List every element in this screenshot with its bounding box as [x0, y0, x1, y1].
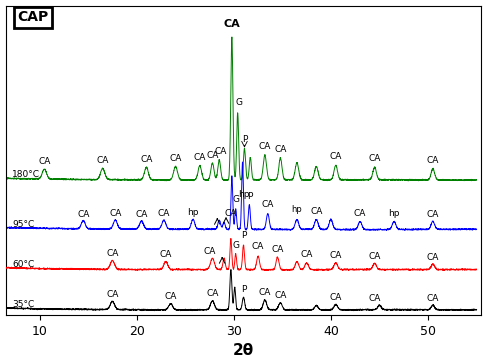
Text: G: G: [232, 241, 239, 250]
Text: CA: CA: [194, 153, 206, 162]
Text: CAP: CAP: [18, 10, 49, 24]
Text: CA: CA: [206, 151, 219, 160]
Text: CA: CA: [169, 154, 182, 163]
Text: P: P: [241, 231, 246, 240]
Text: CA: CA: [135, 210, 148, 219]
Text: CA: CA: [259, 142, 271, 151]
Text: CA: CA: [427, 210, 439, 219]
Text: CA: CA: [160, 250, 172, 259]
Text: P: P: [242, 135, 247, 144]
Text: CA: CA: [427, 294, 439, 303]
Text: G: G: [235, 98, 242, 107]
Text: CA: CA: [330, 153, 342, 162]
Text: CA: CA: [330, 252, 342, 260]
Text: hp: hp: [292, 205, 302, 214]
Text: CA: CA: [427, 156, 439, 165]
Text: CA: CA: [158, 209, 170, 218]
Text: CA: CA: [165, 292, 177, 301]
Text: CA: CA: [330, 293, 342, 302]
Text: CA: CA: [310, 207, 322, 215]
Text: CA: CA: [259, 289, 271, 297]
Text: CA: CA: [96, 156, 109, 165]
Text: CA: CA: [369, 294, 381, 303]
Text: 180°C: 180°C: [12, 170, 40, 179]
Text: P: P: [247, 192, 253, 201]
Text: CA: CA: [224, 19, 240, 29]
Text: 60°C: 60°C: [12, 260, 35, 269]
Text: G: G: [232, 194, 239, 203]
Text: CA: CA: [203, 247, 216, 256]
Text: CA: CA: [369, 252, 381, 261]
Text: CA: CA: [225, 209, 237, 218]
Text: CA: CA: [109, 209, 121, 218]
Text: CA: CA: [38, 157, 51, 166]
Text: hp: hp: [238, 190, 249, 199]
Text: CA: CA: [77, 210, 90, 219]
Text: CA: CA: [354, 209, 366, 218]
Text: CA: CA: [106, 290, 118, 299]
Text: CA: CA: [215, 147, 227, 156]
Text: CA: CA: [106, 249, 118, 258]
Text: CA: CA: [300, 250, 313, 259]
Text: CA: CA: [274, 291, 286, 300]
Text: P: P: [241, 285, 246, 294]
Text: 35°C: 35°C: [12, 300, 35, 309]
Text: CA: CA: [369, 154, 381, 163]
Text: CA: CA: [262, 200, 274, 209]
Text: CA: CA: [252, 242, 264, 252]
Text: CA: CA: [140, 155, 152, 164]
Text: 95°C: 95°C: [12, 219, 35, 229]
Text: CA: CA: [274, 145, 286, 154]
Text: CA: CA: [427, 253, 439, 262]
Text: CA: CA: [271, 245, 284, 254]
Text: hp: hp: [187, 208, 199, 217]
Text: hp: hp: [388, 209, 400, 218]
X-axis label: 2θ: 2θ: [233, 344, 254, 359]
Text: CA: CA: [206, 289, 219, 298]
